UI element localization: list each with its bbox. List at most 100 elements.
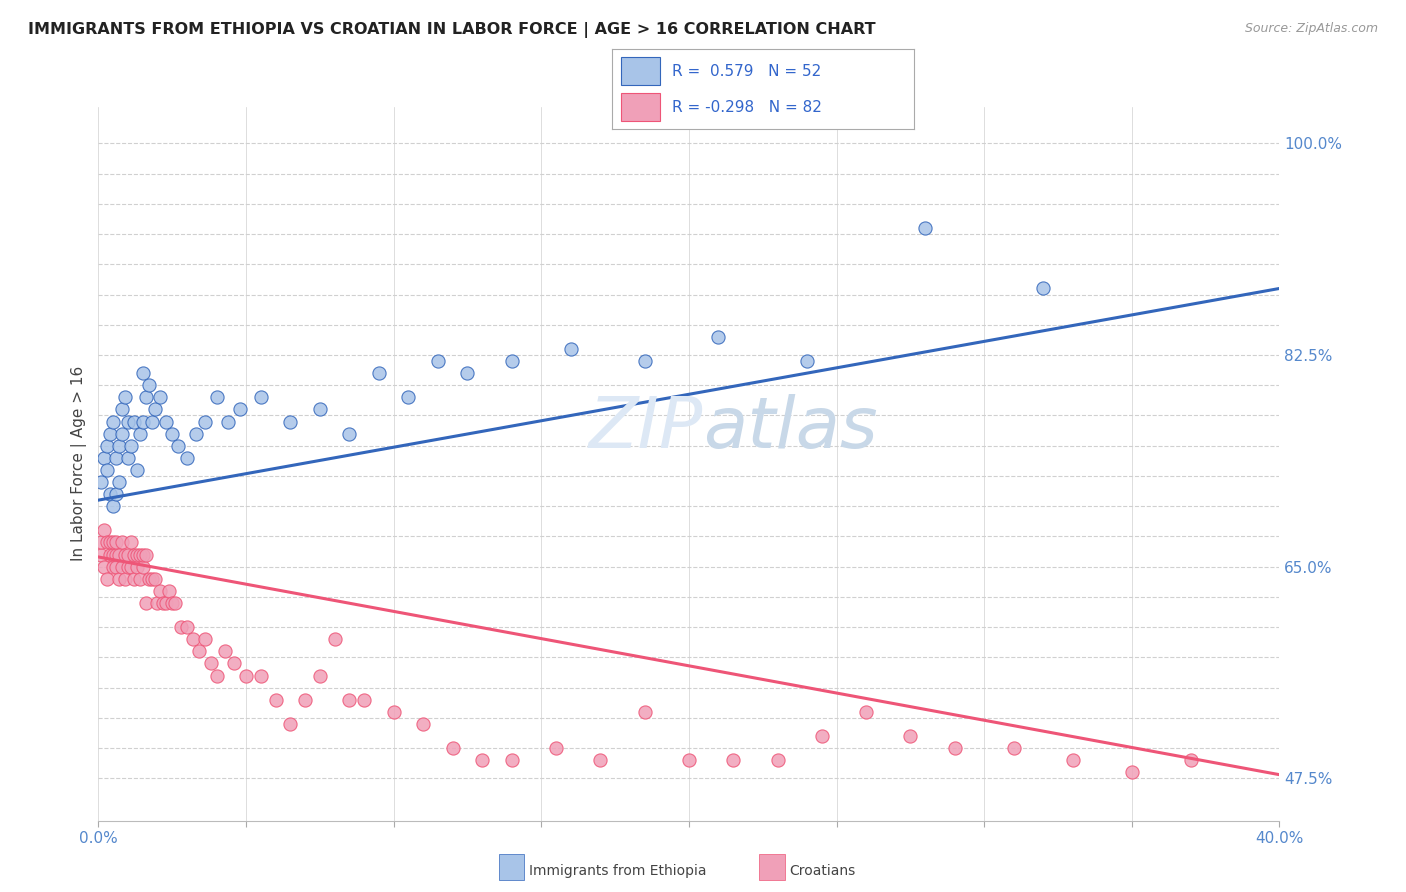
Point bbox=[132, 415, 155, 429]
Point bbox=[96, 572, 118, 586]
Point bbox=[128, 572, 150, 586]
Point bbox=[117, 559, 139, 574]
Point bbox=[412, 717, 434, 731]
Point bbox=[111, 426, 134, 441]
Point bbox=[181, 632, 204, 647]
Point bbox=[98, 426, 121, 441]
Point bbox=[633, 354, 655, 368]
Point bbox=[103, 559, 125, 574]
Point bbox=[149, 583, 172, 598]
Point bbox=[132, 548, 155, 562]
Point bbox=[125, 463, 148, 477]
Point bbox=[103, 535, 125, 549]
Point bbox=[135, 548, 157, 562]
Point bbox=[544, 741, 567, 756]
Point bbox=[98, 535, 121, 549]
Point bbox=[132, 559, 155, 574]
Point bbox=[105, 535, 128, 549]
Point bbox=[138, 378, 160, 392]
Point bbox=[90, 535, 112, 549]
Point bbox=[678, 753, 700, 767]
Text: ZIP: ZIP bbox=[589, 393, 703, 463]
Point bbox=[368, 366, 391, 380]
Point bbox=[90, 548, 112, 562]
Point bbox=[1223, 826, 1246, 840]
Point bbox=[250, 668, 273, 682]
Point bbox=[353, 692, 375, 706]
Point bbox=[796, 354, 818, 368]
Point bbox=[108, 572, 131, 586]
Point bbox=[122, 548, 145, 562]
Point bbox=[155, 596, 177, 610]
Point bbox=[900, 729, 922, 743]
Point bbox=[707, 330, 730, 344]
Point bbox=[471, 753, 494, 767]
Point bbox=[589, 753, 612, 767]
Point bbox=[108, 548, 131, 562]
Point bbox=[278, 415, 302, 429]
Point bbox=[93, 450, 115, 465]
Point bbox=[427, 354, 450, 368]
Text: Croatians: Croatians bbox=[789, 864, 855, 879]
Point bbox=[135, 596, 157, 610]
Point bbox=[138, 572, 160, 586]
Point bbox=[165, 596, 187, 610]
Point bbox=[143, 402, 166, 417]
Point bbox=[117, 450, 139, 465]
Point bbox=[323, 632, 346, 647]
Point bbox=[264, 692, 287, 706]
Point bbox=[187, 644, 209, 658]
Point bbox=[194, 632, 217, 647]
Point bbox=[943, 741, 966, 756]
Point bbox=[125, 548, 148, 562]
Point bbox=[337, 426, 360, 441]
Point bbox=[205, 390, 228, 404]
Point bbox=[111, 402, 134, 417]
Point bbox=[456, 366, 478, 380]
Y-axis label: In Labor Force | Age > 16: In Labor Force | Age > 16 bbox=[72, 367, 87, 561]
Point bbox=[141, 572, 163, 586]
Point bbox=[810, 729, 832, 743]
Point bbox=[114, 572, 136, 586]
Point bbox=[111, 559, 134, 574]
Point bbox=[162, 596, 183, 610]
Point bbox=[96, 535, 118, 549]
Point bbox=[105, 548, 128, 562]
Point bbox=[855, 705, 877, 719]
Point bbox=[560, 342, 582, 356]
Point bbox=[149, 390, 172, 404]
Point bbox=[501, 753, 523, 767]
Point bbox=[235, 668, 257, 682]
Text: R = -0.298   N = 82: R = -0.298 N = 82 bbox=[672, 100, 823, 115]
Point bbox=[93, 524, 115, 538]
Point bbox=[141, 415, 163, 429]
Point bbox=[128, 548, 150, 562]
Point bbox=[157, 583, 180, 598]
Point bbox=[309, 668, 332, 682]
Point bbox=[184, 426, 207, 441]
Point bbox=[914, 221, 936, 235]
Point bbox=[396, 390, 419, 404]
Point bbox=[766, 753, 789, 767]
Point bbox=[103, 499, 125, 513]
FancyBboxPatch shape bbox=[620, 57, 659, 86]
Point bbox=[224, 657, 246, 671]
Point bbox=[103, 415, 125, 429]
Point bbox=[214, 644, 236, 658]
Point bbox=[170, 620, 193, 634]
Point bbox=[205, 668, 228, 682]
Text: Source: ZipAtlas.com: Source: ZipAtlas.com bbox=[1244, 22, 1378, 36]
Point bbox=[441, 741, 464, 756]
Text: IMMIGRANTS FROM ETHIOPIA VS CROATIAN IN LABOR FORCE | AGE > 16 CORRELATION CHART: IMMIGRANTS FROM ETHIOPIA VS CROATIAN IN … bbox=[28, 22, 876, 38]
Point bbox=[125, 559, 148, 574]
Point bbox=[146, 596, 169, 610]
Point bbox=[217, 415, 239, 429]
Point bbox=[1180, 753, 1202, 767]
Point bbox=[98, 548, 121, 562]
Point bbox=[105, 487, 128, 501]
Point bbox=[120, 559, 142, 574]
Point bbox=[120, 535, 142, 549]
Point bbox=[105, 559, 128, 574]
Point bbox=[96, 463, 118, 477]
Point bbox=[108, 475, 131, 489]
